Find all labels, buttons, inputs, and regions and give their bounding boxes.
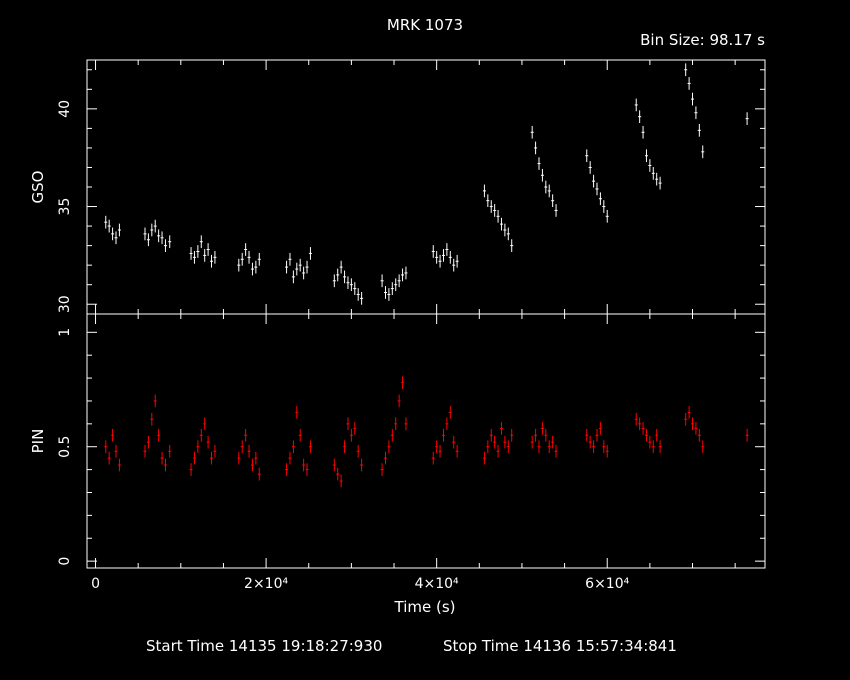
pin-panel: PIN Time (s) 0 2×10⁴ 4×10⁴ 6×10⁴ 0 0.5 1: [29, 313, 766, 616]
pin-frame: [86, 313, 766, 569]
start-time-label: Start Time 14135 19:18:27:930: [146, 637, 382, 655]
gso-frame: [86, 59, 766, 315]
pin-y-tick-label: 0.5: [57, 436, 73, 458]
chart-title: MRK 1073: [387, 16, 463, 34]
pin-y-tick-label: 0: [57, 557, 73, 566]
stop-time-label: Stop Time 14136 15:57:34:841: [443, 637, 677, 655]
time-xlabel: Time (s): [394, 598, 456, 616]
gso-y-tick-label: 30: [57, 295, 73, 313]
gso-y-tick-label: 40: [57, 100, 73, 118]
gso-series: [104, 63, 749, 305]
pin-series: [104, 376, 749, 488]
gso-y-tick-label: 35: [57, 198, 73, 216]
x-tick-label: 6×10⁴: [585, 576, 629, 592]
x-tick-label: 4×10⁴: [415, 576, 459, 592]
bin-size-label: Bin Size: 98.17 s: [640, 31, 765, 49]
pin-y-tick-label: 1: [57, 328, 73, 337]
x-tick-label: 2×10⁴: [244, 576, 288, 592]
gso-ylabel: GSO: [29, 171, 47, 204]
x-tick-label: 0: [91, 576, 100, 592]
gso-panel: GSO 30 35 40: [29, 59, 766, 315]
pin-ylabel: PIN: [29, 429, 47, 454]
